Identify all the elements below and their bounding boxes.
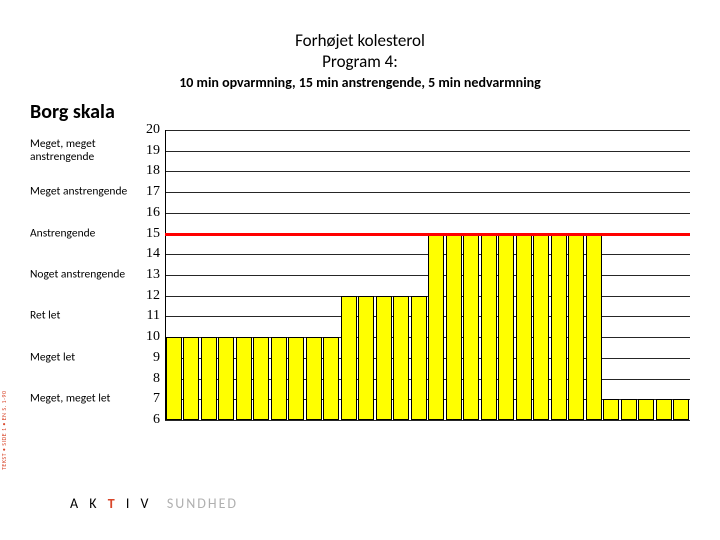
bar <box>288 337 304 420</box>
gridline <box>165 213 690 214</box>
logo: A K T I V SUNDHED <box>70 495 238 512</box>
bar <box>306 337 322 420</box>
gridline <box>165 130 690 131</box>
category-label: Anstrengende <box>30 227 150 240</box>
bar <box>358 296 374 420</box>
bar <box>586 234 602 420</box>
category-label: Meget, meget anstrengende <box>30 137 150 163</box>
bar <box>516 234 532 420</box>
gridline <box>165 171 690 172</box>
bar <box>271 337 287 420</box>
logo-part2: I V <box>126 495 153 512</box>
logo-part3: SUNDHED <box>167 495 238 512</box>
category-label: Noget anstrengende <box>30 268 150 281</box>
bar <box>463 234 479 420</box>
gridline <box>165 192 690 193</box>
bar <box>183 337 199 420</box>
bar <box>551 234 567 420</box>
bar <box>568 234 584 420</box>
borg-scale-title: Borg skala <box>30 100 115 124</box>
bar <box>166 337 182 420</box>
y-tick-label: 18 <box>132 163 160 179</box>
bar <box>218 337 234 420</box>
y-tick-label: 20 <box>132 122 160 138</box>
bar <box>201 337 217 420</box>
gridline <box>165 151 690 152</box>
bar <box>673 399 689 420</box>
bar <box>621 399 637 420</box>
y-tick-label: 8 <box>132 371 160 387</box>
bar <box>393 296 409 420</box>
bar <box>638 399 654 420</box>
gridline <box>165 420 690 421</box>
y-tick-label: 16 <box>132 205 160 221</box>
y-tick-label: 6 <box>132 412 160 428</box>
category-label: Ret let <box>30 310 150 323</box>
page-title: Forhøjet kolesterol <box>0 30 720 51</box>
logo-t: T <box>108 495 119 512</box>
bar <box>603 399 619 420</box>
borg-chart: 67891011121314151617181920Meget, meget a… <box>30 130 690 420</box>
y-tick-label: 14 <box>132 246 160 262</box>
bar <box>498 234 514 420</box>
bar <box>253 337 269 420</box>
y-tick-label: 12 <box>132 288 160 304</box>
category-label: Meget let <box>30 351 150 364</box>
side-text: TEKST • SIDE 1 • EN S. 1-90 <box>0 391 8 471</box>
bar <box>341 296 357 420</box>
category-label: Meget anstrengende <box>30 186 150 199</box>
bar <box>236 337 252 420</box>
bar <box>481 234 497 420</box>
bar <box>376 296 392 420</box>
bar <box>656 399 672 420</box>
bar <box>428 234 444 420</box>
page-subtitle: Program 4: <box>0 51 720 72</box>
bar <box>446 234 462 420</box>
threshold-line <box>165 233 690 236</box>
bar <box>411 296 427 420</box>
bar <box>533 234 549 420</box>
logo-part1: A K <box>70 495 101 512</box>
plot-area <box>165 130 690 420</box>
bar <box>323 337 339 420</box>
warmup-text: 10 min opvarmning, 15 min anstrengende, … <box>0 74 720 91</box>
category-label: Meget, meget let <box>30 393 150 406</box>
y-tick-label: 10 <box>132 329 160 345</box>
